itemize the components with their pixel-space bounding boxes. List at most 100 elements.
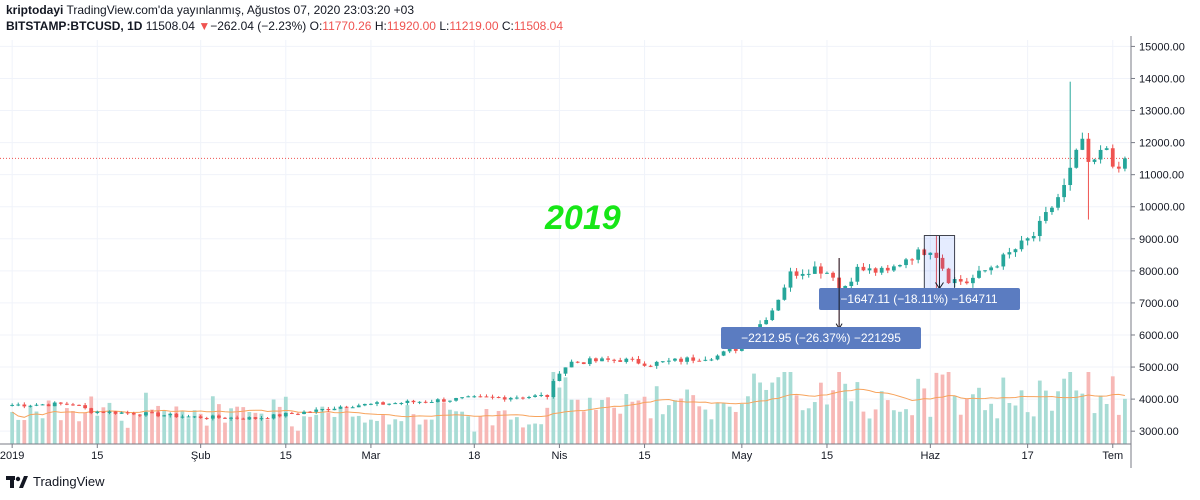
volume-bar bbox=[831, 390, 835, 444]
volume-bar bbox=[375, 420, 379, 444]
price-chart[interactable]: −1647.11 (−18.11%) −164711 −2212.95 (−26.… bbox=[0, 36, 1200, 468]
candle-body bbox=[642, 363, 647, 366]
time-axis[interactable]: 2019 15 Şub 15 Mar 18 Nis 15 May 15 Haz 17 Tem bbox=[0, 443, 1131, 462]
volume-bar bbox=[940, 374, 945, 444]
candle-body bbox=[65, 403, 69, 405]
volume-bar bbox=[508, 419, 513, 444]
candle-body bbox=[800, 273, 805, 276]
candle-body bbox=[587, 358, 592, 365]
volume-bar bbox=[995, 418, 1000, 444]
volume-bar bbox=[58, 420, 63, 444]
volume-bar bbox=[387, 424, 392, 444]
volume-bar bbox=[545, 407, 550, 444]
volume-bar bbox=[454, 411, 458, 444]
candle-body bbox=[1031, 236, 1036, 239]
x-tick-label: Mar bbox=[361, 450, 380, 462]
candle-body bbox=[40, 404, 45, 406]
volume-bar bbox=[478, 415, 483, 444]
y-tick-label: 12000.00 bbox=[1139, 138, 1185, 150]
tradingview-footer[interactable]: TradingView bbox=[6, 474, 105, 489]
volume-bar bbox=[989, 403, 994, 444]
candle-body bbox=[831, 272, 835, 278]
y-tick-label: 3000.00 bbox=[1139, 426, 1179, 438]
y-tick-label: 9000.00 bbox=[1139, 234, 1179, 246]
volume-bar bbox=[514, 417, 519, 444]
candle-body bbox=[612, 359, 617, 361]
volume-bar bbox=[800, 410, 805, 444]
volume-bar bbox=[527, 424, 531, 444]
volume-bar bbox=[752, 373, 756, 444]
candle-body bbox=[776, 299, 781, 311]
candle-body bbox=[22, 404, 27, 407]
candle-body bbox=[855, 266, 860, 282]
author-name[interactable]: kriptodayi bbox=[6, 3, 64, 17]
candle-body bbox=[405, 400, 410, 403]
volume-bar bbox=[168, 415, 173, 444]
candle-body bbox=[1080, 138, 1085, 150]
volume-bar bbox=[40, 418, 45, 444]
chart-header-author: kriptodayi TradingView.com'da yayınlanmı… bbox=[6, 3, 414, 17]
volume-bar bbox=[137, 415, 142, 444]
measurement-tools[interactable]: −1647.11 (−18.11%) −164711 −2212.95 (−26.… bbox=[721, 235, 1020, 349]
candle-body bbox=[575, 361, 580, 363]
volume-bar bbox=[612, 407, 617, 444]
candle-body bbox=[435, 399, 440, 402]
down-arrow-icon: ▼ bbox=[198, 19, 211, 33]
candle-body bbox=[636, 358, 641, 364]
volume-bar bbox=[52, 403, 57, 444]
volume-bar bbox=[697, 406, 702, 444]
low-label: L: bbox=[439, 19, 450, 33]
candle-body bbox=[393, 403, 398, 405]
volume-bar bbox=[253, 412, 258, 444]
candle-body bbox=[314, 409, 319, 412]
candle-body bbox=[600, 358, 604, 362]
candle-body bbox=[113, 411, 118, 414]
volume-bar bbox=[95, 415, 100, 444]
candle-body bbox=[296, 413, 300, 415]
candle-body bbox=[144, 412, 148, 416]
candle-body bbox=[624, 358, 629, 362]
volume-bar bbox=[867, 418, 872, 444]
candle-body bbox=[527, 396, 531, 399]
candle-body bbox=[788, 271, 793, 288]
candle-body bbox=[131, 412, 136, 415]
y-tick-label: 11000.00 bbox=[1139, 170, 1184, 182]
candle-body bbox=[654, 361, 659, 366]
candle-body bbox=[904, 259, 908, 266]
volume-bar bbox=[666, 405, 671, 444]
volume-bar bbox=[229, 408, 233, 444]
volume-bar bbox=[393, 419, 398, 444]
candle-body bbox=[259, 418, 264, 420]
candle-body bbox=[977, 270, 981, 278]
volume-bar bbox=[369, 419, 373, 444]
price-axis[interactable]: 15000.00 14000.00 13000.00 12000.00 11000.00… bbox=[1130, 36, 1185, 468]
candle-body bbox=[660, 361, 665, 363]
candle-body bbox=[478, 396, 483, 398]
candle-body bbox=[794, 271, 799, 276]
volume-bar bbox=[326, 412, 331, 444]
candle-body bbox=[101, 411, 106, 413]
candle-body bbox=[52, 402, 57, 407]
volume-bar bbox=[289, 426, 294, 444]
candle-body bbox=[387, 403, 392, 405]
volume-bar bbox=[162, 410, 167, 444]
candle-body bbox=[338, 406, 343, 409]
candle-body bbox=[861, 266, 866, 271]
symbol-label[interactable]: BITSTAMP:BTCUSD, 1D bbox=[6, 19, 143, 33]
volume-bar bbox=[739, 403, 744, 444]
volume-bar bbox=[703, 409, 708, 444]
measure2-label-text: −2212.95 (−26.37%) −221295 bbox=[741, 331, 901, 345]
candle-body bbox=[1007, 252, 1012, 255]
candle-body bbox=[326, 408, 331, 411]
candle-body bbox=[399, 402, 404, 404]
candle-body bbox=[709, 359, 714, 361]
volume-bar bbox=[423, 419, 428, 444]
volume-bar bbox=[241, 407, 246, 444]
volume-bar bbox=[65, 408, 69, 444]
volume-bar bbox=[533, 423, 537, 444]
volume-bar bbox=[28, 406, 33, 444]
volume-bar bbox=[673, 400, 677, 444]
candle-body bbox=[1086, 138, 1091, 162]
candle-body bbox=[10, 404, 15, 406]
candle-body bbox=[666, 360, 671, 362]
